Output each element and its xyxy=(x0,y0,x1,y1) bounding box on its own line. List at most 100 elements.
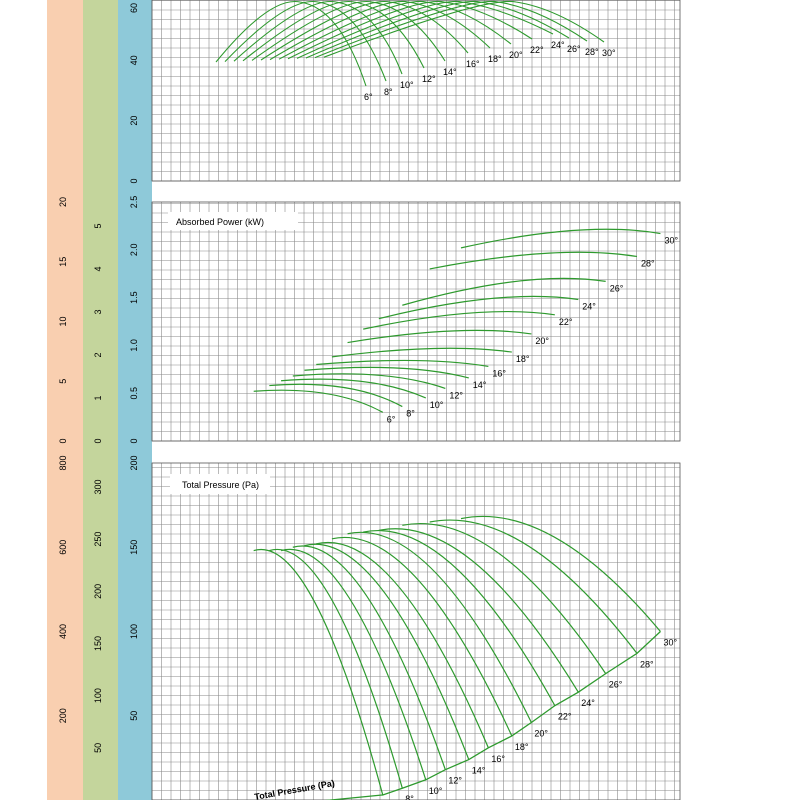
blade-angle-label: 10° xyxy=(400,80,414,90)
blade-angle-label: 12° xyxy=(449,390,463,400)
blade-angle-label: 14° xyxy=(472,766,486,776)
power-curve xyxy=(429,251,638,270)
panel-frame xyxy=(151,201,681,442)
green-scale-band xyxy=(83,0,118,800)
power-curve xyxy=(292,373,446,389)
green-tick-label: 0 xyxy=(93,438,103,443)
orange-tick-label: 10 xyxy=(58,316,68,326)
efficiency-curve xyxy=(215,0,367,87)
power-curve xyxy=(402,277,606,306)
y-tick-label: 100 xyxy=(129,624,139,639)
blade-angle-label: 22° xyxy=(558,712,572,722)
blade-angle-label: 6° xyxy=(387,414,396,424)
blade-angle-label: 18° xyxy=(516,354,530,364)
pressure-curve xyxy=(316,542,489,749)
y-tick-label: 1.0 xyxy=(129,339,139,352)
panel-frame xyxy=(151,0,681,182)
y-tick-label: 150 xyxy=(129,540,139,555)
blade-angle-label: 26° xyxy=(567,44,581,54)
blade-angle-label: 20° xyxy=(509,50,523,60)
pressure-curve xyxy=(378,528,579,693)
green-tick-label: 300 xyxy=(93,479,103,494)
blade-angle-label: 26° xyxy=(610,283,624,293)
y-tick-label: 200 xyxy=(129,455,139,470)
y-tick-label: 1.5 xyxy=(129,291,139,304)
pressure-curve xyxy=(460,515,661,632)
efficiency-curve xyxy=(224,0,387,82)
green-tick-label: 4 xyxy=(93,266,103,271)
blade-angle-label: 30° xyxy=(602,48,616,58)
orange-tick-label: 5 xyxy=(58,379,68,384)
pressure-curve xyxy=(304,543,470,760)
blade-angle-label: 14° xyxy=(443,67,457,77)
efficiency-curve xyxy=(260,0,469,61)
efficiency-curve xyxy=(296,0,554,59)
power-panel-title: Absorbed Power (kW) xyxy=(176,217,264,227)
blade-angle-label: 26° xyxy=(609,680,623,690)
pressure-panel-title: Total Pressure (Pa) xyxy=(182,480,259,490)
y-tick-label: 2.5 xyxy=(129,196,139,209)
power-curve xyxy=(316,359,489,368)
blade-angle-label: 12° xyxy=(422,74,436,84)
power-curve xyxy=(347,329,532,344)
power-curve xyxy=(281,378,427,399)
orange-scale-band xyxy=(47,0,83,800)
y-tick-label: 2.0 xyxy=(129,244,139,257)
blade-angle-label: 24° xyxy=(582,302,596,312)
blade-angle-label: 28° xyxy=(641,258,655,268)
orange-tick-label: 0 xyxy=(58,438,68,443)
green-tick-label: 250 xyxy=(93,532,103,547)
orange-tick-label: 20 xyxy=(58,197,68,207)
efficiency-curve xyxy=(278,0,512,60)
pressure-curve xyxy=(429,519,638,654)
green-tick-label: 2 xyxy=(93,352,103,357)
y-tick-label: 0 xyxy=(129,438,139,443)
green-tick-label: 1 xyxy=(93,395,103,400)
pressure-curve xyxy=(269,548,403,789)
power-curve xyxy=(331,347,512,358)
blade-angle-label: 20° xyxy=(534,728,548,738)
green-tick-label: 150 xyxy=(93,636,103,651)
pressure-curve xyxy=(347,531,532,723)
efficiency-curve xyxy=(251,0,446,62)
y-tick-label: 60 xyxy=(129,3,139,13)
power-curve xyxy=(363,310,555,330)
green-tick-label: 100 xyxy=(93,688,103,703)
blade-angle-label: 8° xyxy=(405,794,414,800)
blade-angle-label: 6° xyxy=(364,92,373,102)
efficiency-curve xyxy=(305,0,570,59)
blade-angle-label: 24° xyxy=(581,698,595,708)
power-curve xyxy=(460,228,661,249)
pressure-curve xyxy=(253,548,384,796)
pressure-curve xyxy=(363,530,556,706)
green-tick-label: 3 xyxy=(93,309,103,314)
efficiency-curve xyxy=(242,0,425,69)
green-tick-label: 50 xyxy=(93,743,103,753)
y-tick-label: 50 xyxy=(129,711,139,721)
orange-tick-label: 800 xyxy=(58,455,68,470)
pressure-curve xyxy=(292,545,446,770)
system-curve xyxy=(296,631,661,805)
blade-angle-label: 22° xyxy=(559,317,573,327)
blade-angle-label: 30° xyxy=(664,236,678,246)
efficiency-curve xyxy=(233,0,403,75)
blade-angle-label: 22° xyxy=(530,45,544,55)
blade-angle-label: 24° xyxy=(551,40,565,50)
orange-tick-label: 200 xyxy=(58,708,68,723)
chart-panels: 020406000.51.01.52.02.505101520012345501… xyxy=(58,0,681,805)
blade-angle-label: 18° xyxy=(488,54,502,64)
y-tick-label: 0.5 xyxy=(129,387,139,400)
panel-title-bg xyxy=(170,474,270,494)
blade-angle-label: 8° xyxy=(406,409,415,419)
power-curve xyxy=(253,389,384,413)
green-tick-label: 5 xyxy=(93,223,103,228)
power-curve xyxy=(304,366,469,379)
orange-tick-label: 600 xyxy=(58,540,68,555)
blade-angle-label: 12° xyxy=(448,776,462,786)
y-tick-label: 40 xyxy=(129,55,139,65)
blade-angle-label: 16° xyxy=(492,368,506,378)
y-tick-label: 20 xyxy=(129,116,139,126)
blade-angle-label: 16° xyxy=(491,754,505,764)
